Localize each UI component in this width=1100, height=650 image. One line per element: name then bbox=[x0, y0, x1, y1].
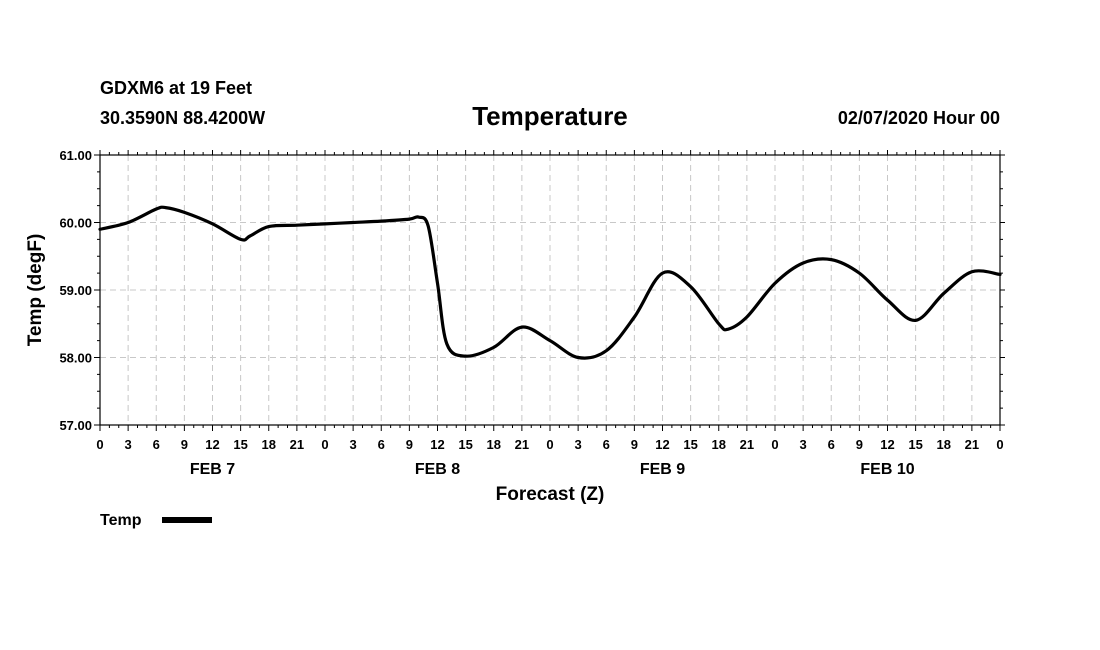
x-tick-label: 6 bbox=[828, 437, 835, 452]
x-tick-label: 12 bbox=[880, 437, 894, 452]
x-tick-label: 0 bbox=[321, 437, 328, 452]
x-tick-label: 3 bbox=[575, 437, 582, 452]
x-tick-label: 3 bbox=[800, 437, 807, 452]
day-label: FEB 8 bbox=[415, 461, 460, 478]
station-label: GDXM6 at 19 Feet bbox=[100, 78, 252, 98]
x-axis: 0 3 6 9 12 15 18 21 0 3 6 9 12 15 18 21 0 3 6 9 12 15 18 21 0 3 6 9… bbox=[96, 150, 1004, 478]
x-tick-label: 0 bbox=[546, 437, 553, 452]
legend-swatch bbox=[162, 517, 212, 523]
x-tick-label: 9 bbox=[856, 437, 863, 452]
x-tick-label: 12 bbox=[430, 437, 444, 452]
day-label: FEB 9 bbox=[640, 461, 685, 478]
legend-label: Temp bbox=[100, 512, 142, 529]
x-tick-label: 21 bbox=[290, 437, 304, 452]
x-tick-label: 18 bbox=[487, 437, 501, 452]
x-tick-label: 15 bbox=[458, 437, 472, 452]
y-tick-label: 61.00 bbox=[59, 148, 92, 163]
x-axis-title: Forecast (Z) bbox=[496, 484, 605, 505]
chart-title: Temperature bbox=[472, 101, 628, 131]
x-tick-label: 0 bbox=[771, 437, 778, 452]
y-axis: 61.00 60.00 59.00 58.00 57.00 bbox=[59, 148, 1005, 433]
x-tick-label: 21 bbox=[965, 437, 979, 452]
grid bbox=[100, 155, 1000, 425]
x-tick-label: 6 bbox=[378, 437, 385, 452]
x-tick-label: 0 bbox=[96, 437, 103, 452]
x-tick-label: 3 bbox=[125, 437, 132, 452]
x-tick-label: 21 bbox=[740, 437, 754, 452]
x-tick-label: 6 bbox=[603, 437, 610, 452]
day-label: FEB 10 bbox=[860, 461, 914, 478]
y-tick-label: 59.00 bbox=[59, 283, 92, 298]
x-tick-label: 9 bbox=[631, 437, 638, 452]
y-tick-label: 58.00 bbox=[59, 351, 92, 366]
plot-frame bbox=[99, 154, 1001, 426]
x-tick-label: 3 bbox=[350, 437, 357, 452]
y-tick-label: 60.00 bbox=[59, 216, 92, 231]
x-tick-label: 9 bbox=[406, 437, 413, 452]
x-tick-label: 0 bbox=[996, 437, 1003, 452]
y-axis-title: Temp (degF) bbox=[25, 234, 46, 347]
x-tick-label: 12 bbox=[655, 437, 669, 452]
x-tick-label: 15 bbox=[683, 437, 697, 452]
y-tick-label: 57.00 bbox=[59, 418, 92, 433]
x-tick-label: 18 bbox=[712, 437, 726, 452]
day-label: FEB 7 bbox=[190, 461, 235, 478]
temp-series-line bbox=[98, 205, 1002, 360]
x-tick-label: 12 bbox=[205, 437, 219, 452]
x-tick-label: 18 bbox=[262, 437, 276, 452]
run-time-label: 02/07/2020 Hour 00 bbox=[838, 108, 1000, 128]
x-tick-label: 15 bbox=[908, 437, 922, 452]
x-tick-label: 15 bbox=[233, 437, 247, 452]
location-label: 30.3590N 88.4200W bbox=[100, 108, 265, 128]
x-tick-label: 9 bbox=[181, 437, 188, 452]
x-tick-label: 18 bbox=[937, 437, 951, 452]
x-tick-label: 6 bbox=[153, 437, 160, 452]
x-tick-label: 21 bbox=[515, 437, 529, 452]
